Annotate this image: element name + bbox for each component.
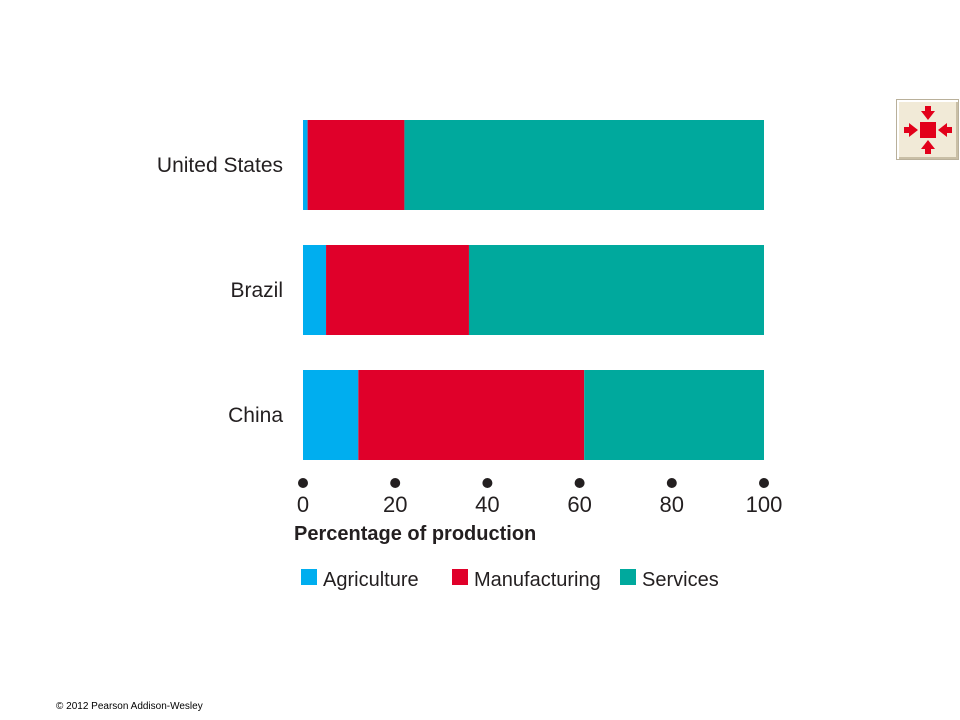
bar-china-services bbox=[584, 370, 764, 460]
bar-brazil-manufacturing bbox=[326, 245, 469, 335]
x-tick-label: 100 bbox=[746, 492, 783, 517]
x-tick-label: 40 bbox=[475, 492, 499, 517]
bars-group bbox=[303, 120, 764, 460]
category-labels: United States Brazil China bbox=[157, 154, 283, 427]
expand-arrows-icon bbox=[904, 106, 952, 154]
expand-nav-button[interactable] bbox=[896, 99, 959, 160]
legend-label-services: Services bbox=[642, 569, 719, 591]
bar-united-states-agriculture bbox=[303, 120, 308, 210]
bar-brazil-agriculture bbox=[303, 245, 327, 335]
category-label: China bbox=[228, 404, 283, 427]
bar-brazil-services bbox=[468, 245, 764, 335]
x-tick-dot bbox=[298, 478, 308, 488]
legend-label-agriculture: Agriculture bbox=[323, 569, 419, 591]
x-tick-dot bbox=[482, 478, 493, 488]
bar-united-states-services bbox=[404, 120, 764, 210]
bar-united-states-manufacturing bbox=[307, 120, 405, 210]
x-tick-label: 60 bbox=[567, 492, 591, 517]
legend-swatch-agriculture bbox=[301, 569, 317, 585]
x-tick-dot bbox=[759, 478, 769, 488]
x-tick-dot bbox=[390, 478, 401, 488]
x-tick-label: 0 bbox=[297, 492, 309, 517]
category-label: Brazil bbox=[230, 279, 283, 302]
bar-china-agriculture bbox=[303, 370, 359, 460]
legend-swatch-manufacturing bbox=[452, 569, 468, 585]
copyright-text: © 2012 Pearson Addison-Wesley bbox=[56, 701, 203, 712]
legend-swatch-services bbox=[620, 569, 636, 585]
x-tick-dot bbox=[666, 478, 677, 488]
x-tick-label: 80 bbox=[660, 492, 684, 517]
x-tick-label: 20 bbox=[383, 492, 407, 517]
legend: Agriculture Manufacturing Services bbox=[301, 569, 719, 591]
x-tick-dot bbox=[574, 478, 585, 488]
x-axis-title: Percentage of production bbox=[294, 523, 536, 545]
bar-china-manufacturing bbox=[358, 370, 585, 460]
category-label: United States bbox=[157, 154, 283, 177]
x-axis-ticks: 0 20 40 60 80 100 bbox=[297, 478, 782, 517]
legend-label-manufacturing: Manufacturing bbox=[474, 569, 601, 591]
